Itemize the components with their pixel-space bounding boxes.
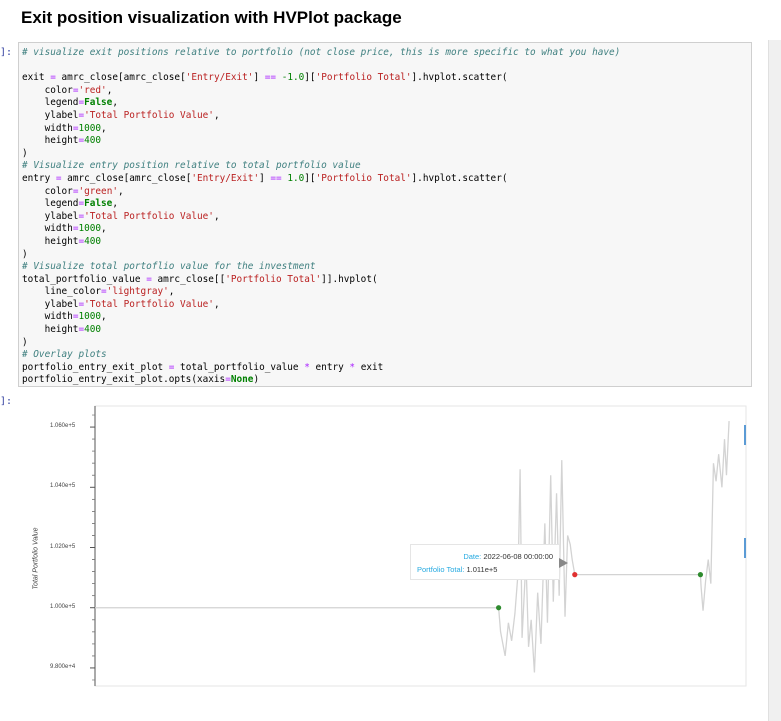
tooltip-pointer [559,558,568,568]
code-cell[interactable]: # visualize exit positions relative to p… [18,42,752,387]
tooltip-value-key: Portfolio Total: [417,565,465,574]
edge-marker [744,425,746,445]
y-axis-label: Total Portfolio Value [32,527,40,590]
y-tick-label: 1.060e+5 [50,423,76,430]
input-prompt: ]: [0,47,13,58]
exit-point[interactable] [572,572,578,578]
edge-marker [744,538,746,558]
tooltip-value-value: 1.011e+5 [466,565,498,574]
y-tick-label: 9.800e+4 [50,663,76,670]
code-editor[interactable]: # visualize exit positions relative to p… [22,47,621,386]
y-tick-label: 1.040e+5 [50,483,76,490]
y-tick-label: 1.000e+5 [50,603,76,610]
tooltip-date-row: Date: 2022-06-08 00:00:00 [417,550,553,563]
tooltip-date-value: 2022-06-08 00:00:00 [483,552,553,561]
entry-point[interactable] [697,572,704,578]
tooltip-date-key: Date: [463,552,482,561]
y-tick-label: 1.020e+5 [50,543,76,550]
portfolio-total-line [95,421,730,673]
output-prompt: ]: [0,396,13,407]
right-scrollbar[interactable] [768,40,781,721]
right-edge-glyphs [744,425,746,558]
hover-tooltip: Date: 2022-06-08 00:00:00 Portfolio Tota… [410,544,560,580]
entry-point[interactable] [496,605,502,611]
section-heading: Exit position visualization with HVPlot … [21,8,402,27]
tooltip-value-row: Portfolio Total: 1.011e+5 [417,563,553,576]
